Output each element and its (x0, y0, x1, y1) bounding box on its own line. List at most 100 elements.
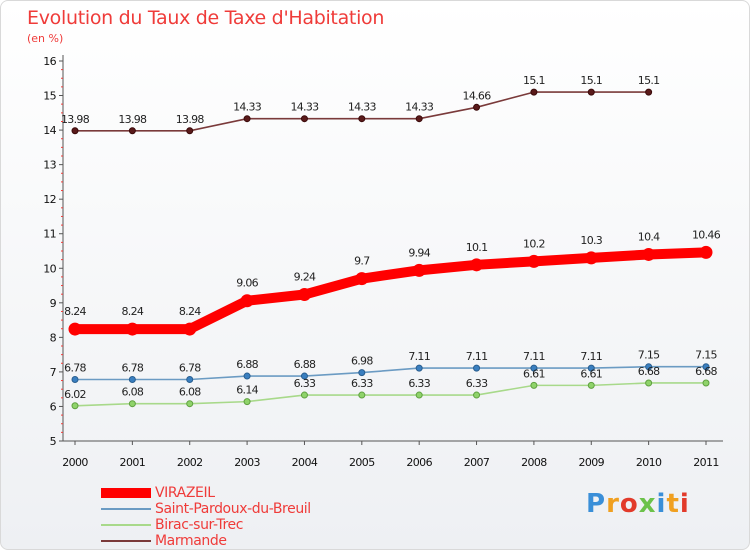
data-point-marmande (300, 115, 308, 123)
x-tick-label: 2005 (349, 456, 375, 469)
data-label-birac: 6.14 (236, 384, 258, 397)
data-point-marmande (128, 127, 136, 135)
y-tick-label: 16 (43, 55, 56, 68)
y-tick-label: 8 (50, 331, 57, 344)
x-tick-label: 2002 (177, 456, 203, 469)
data-label-marmande: 14.33 (290, 101, 319, 114)
legend-swatch-saint-pardoux (101, 508, 151, 510)
data-label-birac: 6.02 (64, 388, 86, 401)
data-point-virazeil (183, 322, 197, 336)
chart-unit: (en %) (27, 32, 64, 45)
data-label-birac: 6.33 (466, 377, 488, 390)
series-line-saint-pardoux (74, 365, 707, 381)
logo-letter: P (586, 489, 607, 519)
x-tick-label: 2008 (521, 456, 547, 469)
legend-item-marmande: Marmande (101, 533, 311, 549)
data-label-birac: 6.33 (351, 377, 373, 390)
legend-label-birac: Birac-sur-Trec (155, 517, 244, 533)
chart-title: Evolution du Taux de Taxe d'Habitation (27, 7, 385, 29)
data-label-marmande: 14.33 (233, 101, 262, 114)
legend-item-saint-pardoux: Saint-Pardoux-du-Breuil (101, 501, 311, 517)
data-label-virazeil: 10.2 (523, 237, 545, 250)
data-label-saint-pardoux: 7.11 (408, 350, 430, 363)
data-label-birac: 6.33 (294, 377, 316, 390)
data-point-virazeil (355, 272, 369, 286)
data-point-saint-pardoux (300, 372, 308, 380)
logo-letter: r (606, 489, 620, 519)
legend: VIRAZEIL Saint-Pardoux-du-Breuil Birac-s… (101, 485, 311, 549)
x-tick-label: 2003 (234, 456, 260, 469)
y-tick-label: 12 (43, 193, 56, 206)
data-label-virazeil: 9.7 (354, 255, 370, 268)
data-point-virazeil (527, 254, 541, 268)
data-point-birac (587, 381, 595, 389)
data-point-marmande (587, 88, 595, 96)
x-tick-label: 2004 (292, 456, 318, 469)
data-label-saint-pardoux: 6.88 (294, 358, 316, 371)
data-point-birac (702, 379, 710, 387)
data-label-virazeil: 10.3 (580, 234, 602, 247)
data-label-marmande: 13.98 (176, 113, 205, 126)
series-line-birac (74, 382, 707, 407)
data-label-birac: 6.68 (638, 365, 660, 378)
logo-letter: i (656, 489, 667, 519)
data-point-saint-pardoux (473, 364, 481, 372)
data-point-birac (358, 391, 366, 399)
data-point-virazeil (699, 245, 713, 259)
data-label-birac: 6.61 (523, 367, 545, 380)
data-label-saint-pardoux: 6.88 (236, 358, 258, 371)
legend-item-birac: Birac-sur-Trec (101, 517, 311, 533)
data-label-birac: 6.68 (695, 365, 717, 378)
data-label-virazeil: 10.1 (466, 241, 488, 254)
data-point-birac (473, 391, 481, 399)
data-point-saint-pardoux (71, 376, 79, 384)
legend-swatch-virazeil (101, 488, 151, 498)
data-point-marmande (415, 115, 423, 123)
legend-swatch-birac (101, 524, 151, 526)
data-label-marmande: 14.33 (405, 101, 434, 114)
y-tick-label: 14 (43, 124, 56, 137)
data-point-marmande (243, 115, 251, 123)
data-label-saint-pardoux: 7.15 (638, 349, 660, 362)
data-point-saint-pardoux (702, 363, 710, 371)
logo-letter: o (619, 489, 639, 519)
data-label-marmande: 15.1 (580, 74, 602, 87)
x-tick-label: 2009 (578, 456, 604, 469)
data-point-marmande (530, 88, 538, 96)
data-label-virazeil: 9.94 (408, 246, 430, 259)
data-label-marmande: 15.1 (638, 74, 660, 87)
data-label-virazeil: 9.06 (236, 277, 258, 290)
y-tick-label: 9 (50, 297, 57, 310)
series-line-virazeil (70, 247, 711, 335)
data-point-marmande (358, 115, 366, 123)
legend-label-saint-pardoux: Saint-Pardoux-du-Breuil (155, 501, 311, 517)
legend-label-marmande: Marmande (155, 533, 227, 549)
data-point-virazeil (297, 288, 311, 302)
data-label-saint-pardoux: 6.98 (351, 355, 373, 368)
data-label-virazeil: 8.24 (64, 305, 86, 318)
data-label-virazeil: 8.24 (122, 305, 144, 318)
data-label-birac: 6.61 (580, 367, 602, 380)
data-label-virazeil: 9.24 (294, 271, 316, 284)
data-point-marmande (186, 127, 194, 135)
data-label-saint-pardoux: 6.78 (64, 362, 86, 375)
x-tick-label: 2006 (406, 456, 432, 469)
data-point-saint-pardoux (243, 372, 251, 380)
data-label-birac: 6.08 (179, 386, 201, 399)
data-label-saint-pardoux: 7.15 (695, 349, 717, 362)
x-tick-label: 2007 (464, 456, 490, 469)
x-tick-label: 2011 (693, 456, 719, 469)
data-point-virazeil (584, 251, 598, 265)
data-point-marmande (645, 88, 653, 96)
data-point-birac (415, 391, 423, 399)
logo-letter: t (666, 489, 680, 519)
data-point-marmande (71, 127, 79, 135)
x-tick-label: 2000 (62, 456, 88, 469)
y-tick-label: 11 (43, 228, 56, 241)
logo-letter: i (679, 489, 690, 519)
data-point-birac (186, 400, 194, 408)
y-tick-label: 13 (43, 159, 56, 172)
data-point-saint-pardoux (645, 363, 653, 371)
